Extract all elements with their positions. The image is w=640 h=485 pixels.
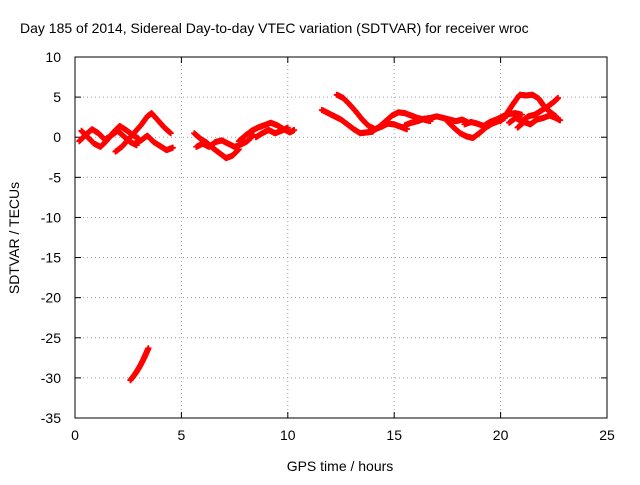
y-tick-label: 0 bbox=[53, 129, 61, 145]
axes bbox=[74, 56, 608, 419]
series-satellite-track-18 bbox=[514, 112, 564, 131]
series-satellite-track-8 bbox=[235, 119, 298, 145]
x-tick-label: 5 bbox=[178, 427, 186, 443]
ticks: 0 5 10 15 20 25 10 5 0 -5 -10 -15 -20 -25 -30 -35 bbox=[41, 49, 615, 443]
series-satellite-track-4 bbox=[131, 132, 176, 154]
y-tick-label: -20 bbox=[41, 290, 61, 306]
x-tick-label: 15 bbox=[386, 427, 402, 443]
x-tick-label: 0 bbox=[71, 427, 79, 443]
data-point bbox=[518, 111, 525, 118]
x-tick-label: 25 bbox=[599, 427, 615, 443]
data-point bbox=[284, 124, 291, 131]
y-tick-label: -35 bbox=[41, 410, 61, 426]
y-axis-label: SDTVAR / TECUs bbox=[6, 182, 22, 294]
y-tick-label: -15 bbox=[41, 250, 61, 266]
series-satellite-track-16 bbox=[497, 91, 559, 125]
data-point bbox=[145, 345, 152, 352]
y-tick-label: 10 bbox=[45, 49, 61, 65]
data-marks bbox=[76, 91, 564, 384]
x-axis-label: GPS time / hours bbox=[287, 458, 394, 474]
series-satellite-track-3 bbox=[112, 110, 174, 155]
plot-border bbox=[74, 56, 608, 419]
x-tick-label: 20 bbox=[493, 427, 509, 443]
data-point bbox=[291, 127, 298, 134]
data-point bbox=[167, 130, 174, 137]
x-tick-label: 10 bbox=[280, 427, 296, 443]
grid bbox=[75, 57, 607, 418]
series-satellite-track-7 bbox=[193, 131, 257, 150]
series-satellite-track-9 bbox=[252, 124, 291, 141]
y-tick-label: 5 bbox=[53, 89, 61, 105]
series-satellite-track-5 bbox=[127, 345, 152, 384]
y-tick-label: -25 bbox=[41, 330, 61, 346]
y-tick-label: -10 bbox=[41, 209, 61, 225]
data-point bbox=[555, 94, 562, 101]
y-tick-label: -5 bbox=[49, 169, 62, 185]
chart-title: Day 185 of 2014, Sidereal Day-to-day VTE… bbox=[20, 20, 529, 36]
series-satellite-track-10 bbox=[318, 106, 376, 137]
data-point bbox=[169, 144, 176, 151]
y-tick-label: -30 bbox=[41, 370, 61, 386]
data-point bbox=[557, 117, 564, 124]
